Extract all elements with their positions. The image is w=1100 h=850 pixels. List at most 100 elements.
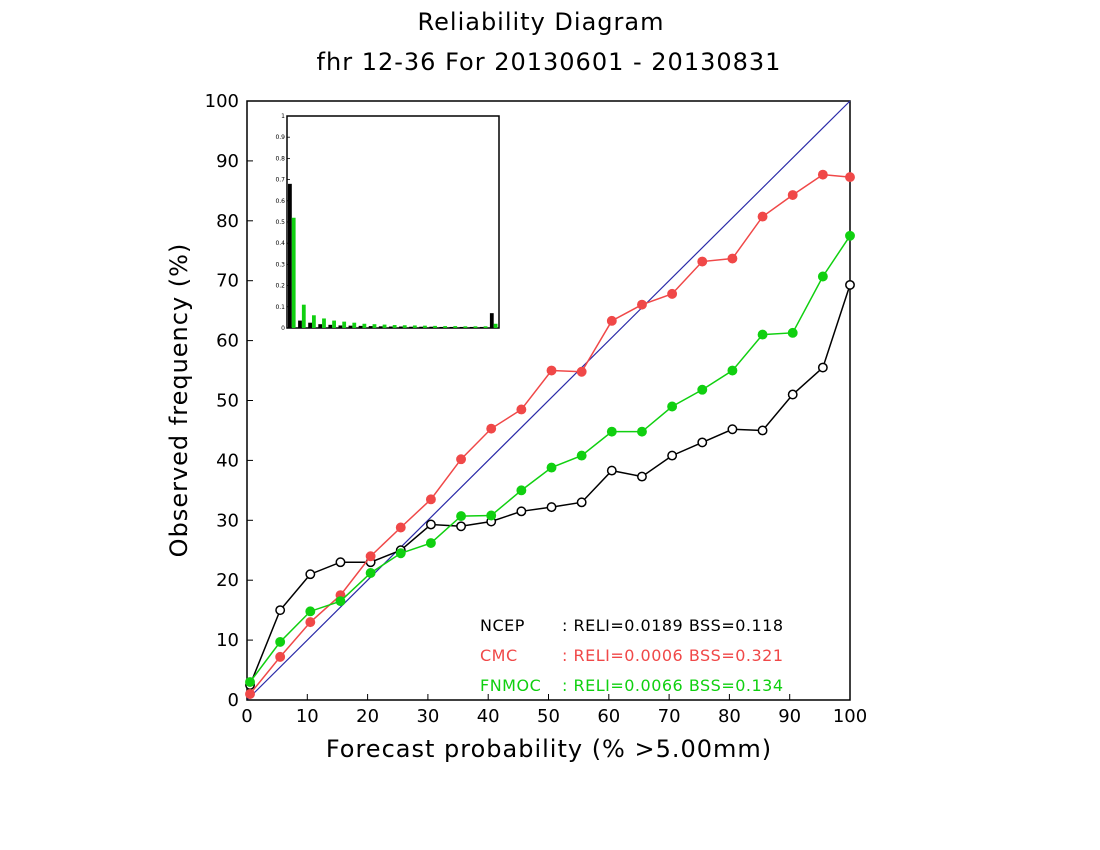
cmc-point	[697, 256, 708, 267]
y-tick-label: 70	[216, 271, 239, 292]
ncep-inset-bar	[358, 325, 363, 328]
x-tick-label: 20	[356, 706, 379, 727]
fnmoc-legend-stats: : RELI=0.0066 BSS=0.134	[562, 676, 784, 695]
fnmoc-point	[456, 511, 467, 522]
y-tick-label: 40	[216, 450, 239, 471]
x-tick-label: 30	[416, 706, 439, 727]
fnmoc-inset-bar	[392, 325, 397, 328]
inset-tick-label: 1	[281, 113, 285, 120]
fnmoc-legend-name: FNMOC	[480, 676, 541, 695]
ncep-point	[305, 569, 316, 580]
cmc-point	[305, 617, 316, 628]
fnmoc-point	[667, 401, 678, 412]
ncep-inset-bar	[308, 322, 312, 328]
y-tick-label: 30	[216, 510, 239, 531]
inset-tick-label: 0.7	[275, 177, 285, 184]
x-tick-label: 10	[296, 706, 319, 727]
fnmoc-inset-bar	[372, 324, 377, 328]
x-tick-label: 70	[658, 706, 681, 727]
ncep-inset-bar	[378, 326, 383, 328]
fnmoc-inset-bar	[463, 326, 468, 328]
fnmoc-point	[697, 384, 708, 395]
fnmoc-point	[787, 327, 798, 338]
y-axis-label: Observed frequency (%)	[165, 243, 193, 558]
ncep-point	[637, 471, 647, 482]
cmc-point	[425, 494, 436, 505]
fnmoc-inset-bar	[412, 325, 417, 328]
ncep-inset-bar	[328, 324, 333, 328]
inset-frame	[286, 115, 500, 329]
fnmoc-point	[486, 510, 497, 521]
y-tick-label: 60	[216, 331, 239, 352]
cmc-point	[456, 454, 467, 465]
fnmoc-point	[637, 426, 647, 437]
fnmoc-point	[425, 538, 436, 549]
fnmoc-inset-bar	[493, 323, 498, 328]
ncep-point	[335, 557, 346, 568]
ncep-inset-bar	[409, 326, 413, 328]
fnmoc-inset-bar	[332, 320, 336, 328]
cmc-point	[546, 365, 557, 376]
fnmoc-inset-bar	[301, 304, 306, 328]
ncep-point	[456, 521, 467, 532]
ncep-inset-bar	[429, 326, 434, 328]
inset-tick-label: 0.8	[275, 155, 285, 162]
fnmoc-point	[606, 426, 617, 437]
cmc-legend-name: CMC	[480, 646, 518, 665]
inset-tick-label: 0.1	[275, 304, 285, 311]
ncep-inset-bar	[288, 183, 292, 328]
fnmoc-inset-bar	[402, 325, 407, 328]
ncep-point	[667, 450, 678, 461]
ncep-point	[697, 437, 708, 448]
ncep-inset-bar	[318, 324, 323, 328]
cmc-point	[727, 253, 738, 264]
ncep-inset-bar	[399, 326, 403, 328]
fnmoc-point	[845, 230, 855, 241]
ncep-point	[546, 502, 557, 513]
inset-tick-label: 0	[281, 325, 285, 332]
ncep-point	[727, 424, 738, 435]
fnmoc-point	[516, 485, 527, 496]
y-tick-label: 80	[216, 211, 239, 232]
fnmoc-point	[365, 568, 376, 578]
inset-tick-label: 0.4	[275, 240, 285, 247]
inset-tick-label: 0.6	[275, 198, 285, 205]
cmc-point	[787, 190, 798, 200]
ncep-point	[516, 506, 527, 517]
cmc-legend-stats: : RELI=0.0006 BSS=0.321	[562, 646, 784, 665]
fnmoc-point	[757, 329, 768, 340]
x-tick-label: 50	[537, 706, 560, 727]
ncep-inset-bar	[489, 313, 494, 328]
ncep-point	[606, 465, 617, 476]
y-tick-label: 90	[216, 151, 239, 172]
fnmoc-inset-bar	[362, 323, 367, 328]
chart-title: Reliability Diagram	[418, 8, 665, 36]
fnmoc-point	[817, 271, 828, 282]
fnmoc-inset-bar	[443, 326, 448, 328]
ncep-inset-bar	[338, 325, 343, 328]
ncep-inset-bar	[348, 325, 353, 328]
fnmoc-inset-bar	[342, 321, 347, 328]
ncep-inset-bar	[469, 326, 474, 328]
ncep-point	[425, 519, 436, 530]
x-tick-label: 90	[778, 706, 801, 727]
cmc-point	[245, 689, 255, 699]
cmc-point	[606, 315, 617, 326]
perfect-reliability-line	[246, 100, 851, 701]
fnmoc-point	[335, 596, 346, 607]
y-tick-label: 0	[228, 690, 239, 711]
fnmoc-inset-bar	[291, 217, 296, 328]
ncep-point	[275, 605, 286, 616]
inset-tick-label: 0.9	[275, 134, 285, 141]
fnmoc-inset-bar	[453, 326, 458, 328]
cmc-point	[516, 404, 527, 415]
x-axis-ticks: 0 10 20 30 40 50 60 70 80 90 100	[241, 694, 867, 727]
inset-tick-label: 0.5	[275, 219, 285, 226]
chart-subtitle: fhr 12-36 For 20130601 - 20130831	[317, 48, 782, 76]
fnmoc-point	[395, 548, 406, 559]
ncep-point	[845, 279, 855, 290]
ncep-inset-bar	[388, 326, 393, 328]
y-tick-label: 10	[216, 630, 239, 651]
cmc-point	[817, 169, 828, 180]
